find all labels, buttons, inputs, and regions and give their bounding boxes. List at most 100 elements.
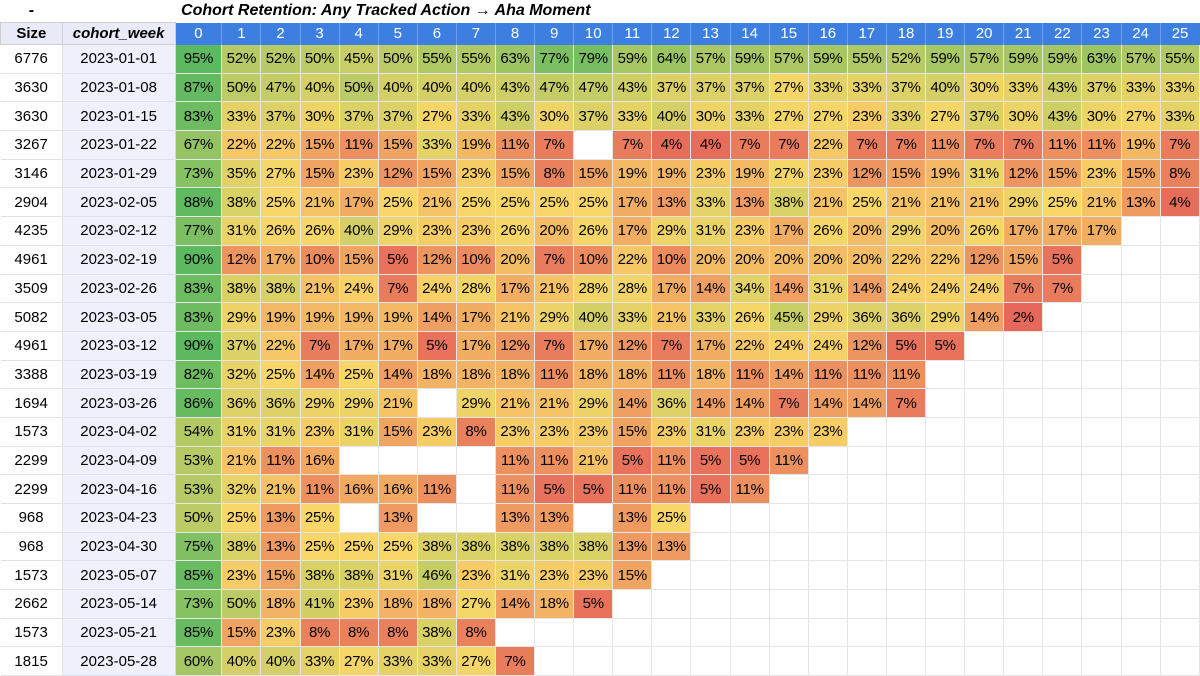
retention-cell[interactable]: 15% <box>573 159 614 189</box>
cohort-week-cell[interactable]: 2023-01-01 <box>62 44 176 74</box>
retention-cell[interactable]: 52% <box>221 44 262 74</box>
retention-cell[interactable]: 17% <box>456 302 497 332</box>
retention-cell[interactable]: 29% <box>925 302 966 332</box>
retention-cell[interactable]: 29% <box>221 302 262 332</box>
retention-cell[interactable] <box>808 474 848 504</box>
retention-cell[interactable]: 15% <box>495 159 536 189</box>
retention-cell[interactable]: 23% <box>339 159 379 189</box>
retention-cell[interactable]: 22% <box>925 245 966 275</box>
retention-cell[interactable] <box>1121 589 1161 619</box>
retention-cell[interactable]: 19% <box>378 302 418 332</box>
retention-cell[interactable] <box>964 331 1005 361</box>
retention-cell[interactable]: 37% <box>1081 73 1122 103</box>
retention-cell[interactable]: 22% <box>808 130 848 160</box>
retention-cell[interactable]: 7% <box>612 130 653 160</box>
retention-cell[interactable]: 13% <box>260 503 301 533</box>
retention-cell[interactable] <box>964 446 1005 476</box>
retention-cell[interactable]: 40% <box>925 73 966 103</box>
retention-cell[interactable]: 23% <box>456 216 497 246</box>
retention-cell[interactable] <box>847 503 887 533</box>
retention-cell[interactable]: 23% <box>730 417 770 447</box>
retention-cell[interactable]: 37% <box>573 101 614 132</box>
retention-cell[interactable]: 20% <box>847 245 887 275</box>
retention-cell[interactable]: 21% <box>808 187 848 218</box>
retention-cell[interactable]: 14% <box>690 388 731 418</box>
retention-cell[interactable]: 21% <box>651 302 692 332</box>
retention-cell[interactable]: 29% <box>651 216 692 246</box>
table-title[interactable]: Cohort Retention: Any Tracked Action → A… <box>181 2 591 20</box>
retention-cell[interactable]: 33% <box>417 646 457 676</box>
retention-cell[interactable] <box>690 560 731 591</box>
retention-cell[interactable]: 10% <box>456 245 497 275</box>
retention-cell[interactable]: 11% <box>260 446 301 476</box>
retention-cell[interactable] <box>886 618 927 648</box>
retention-cell[interactable]: 19% <box>1121 130 1161 160</box>
retention-cell[interactable]: 28% <box>612 274 653 304</box>
retention-cell[interactable]: 25% <box>221 503 262 533</box>
cohort-week-cell[interactable]: 2023-04-16 <box>62 474 176 504</box>
retention-cell[interactable] <box>964 503 1005 533</box>
cohort-size-cell[interactable]: 968 <box>0 532 63 562</box>
retention-cell[interactable] <box>886 560 927 591</box>
retention-cell[interactable]: 24% <box>964 274 1005 304</box>
retention-cell[interactable]: 19% <box>651 159 692 189</box>
retention-cell[interactable]: 33% <box>378 646 418 676</box>
retention-cell[interactable] <box>730 532 770 562</box>
retention-cell[interactable] <box>886 646 927 676</box>
retention-cell[interactable] <box>886 417 927 447</box>
cohort-week-cell[interactable]: 2023-03-12 <box>62 331 176 361</box>
retention-cell[interactable]: 15% <box>300 159 340 189</box>
retention-cell[interactable]: 24% <box>925 274 966 304</box>
retention-cell[interactable]: 50% <box>175 503 223 533</box>
retention-cell[interactable] <box>1081 618 1122 648</box>
retention-cell[interactable]: 20% <box>925 216 966 246</box>
retention-cell[interactable]: 22% <box>260 130 301 160</box>
retention-cell[interactable]: 23% <box>260 618 301 648</box>
retention-cell[interactable]: 35% <box>221 159 262 189</box>
retention-cell[interactable]: 37% <box>260 101 301 132</box>
retention-cell[interactable]: 25% <box>300 532 340 562</box>
retention-cell[interactable]: 18% <box>417 360 457 390</box>
retention-cell[interactable]: 20% <box>769 245 809 275</box>
retention-cell[interactable]: 18% <box>612 360 653 390</box>
retention-cell[interactable]: 27% <box>417 101 457 132</box>
retention-cell[interactable]: 27% <box>339 646 379 676</box>
retention-cell[interactable]: 50% <box>221 73 262 103</box>
retention-cell[interactable] <box>612 589 653 619</box>
retention-cell[interactable] <box>573 503 614 533</box>
retention-cell[interactable]: 7% <box>1042 274 1083 304</box>
retention-cell[interactable]: 7% <box>1003 130 1044 160</box>
retention-cell[interactable]: 27% <box>456 589 497 619</box>
retention-cell[interactable] <box>495 618 536 648</box>
retention-cell[interactable]: 17% <box>651 274 692 304</box>
period-header-10[interactable]: 10 <box>573 22 613 45</box>
retention-cell[interactable]: 33% <box>417 130 457 160</box>
retention-cell[interactable]: 24% <box>808 331 848 361</box>
retention-cell[interactable] <box>1003 331 1044 361</box>
retention-cell[interactable] <box>456 474 497 504</box>
cohort-size-cell[interactable]: 2662 <box>0 589 63 619</box>
retention-cell[interactable]: 12% <box>378 159 418 189</box>
retention-cell[interactable]: 47% <box>534 73 575 103</box>
retention-cell[interactable]: 10% <box>300 245 340 275</box>
retention-cell[interactable]: 27% <box>260 159 301 189</box>
retention-cell[interactable]: 24% <box>417 274 457 304</box>
retention-cell[interactable] <box>730 503 770 533</box>
retention-cell[interactable]: 5% <box>690 446 731 476</box>
retention-cell[interactable]: 7% <box>378 274 418 304</box>
retention-cell[interactable]: 36% <box>847 302 887 332</box>
retention-cell[interactable]: 17% <box>456 331 497 361</box>
period-header-14[interactable]: 14 <box>729 22 770 45</box>
cohort-size-cell[interactable]: 3630 <box>0 101 63 132</box>
retention-cell[interactable]: 27% <box>808 101 848 132</box>
retention-cell[interactable]: 16% <box>378 474 418 504</box>
retention-cell[interactable] <box>1121 216 1161 246</box>
retention-cell[interactable]: 18% <box>690 360 731 390</box>
retention-cell[interactable]: 15% <box>221 618 262 648</box>
retention-cell[interactable]: 11% <box>495 474 536 504</box>
retention-cell[interactable] <box>651 589 692 619</box>
retention-cell[interactable] <box>1042 560 1083 591</box>
retention-cell[interactable] <box>1003 646 1044 676</box>
retention-cell[interactable]: 17% <box>573 331 614 361</box>
retention-cell[interactable] <box>1042 474 1083 504</box>
